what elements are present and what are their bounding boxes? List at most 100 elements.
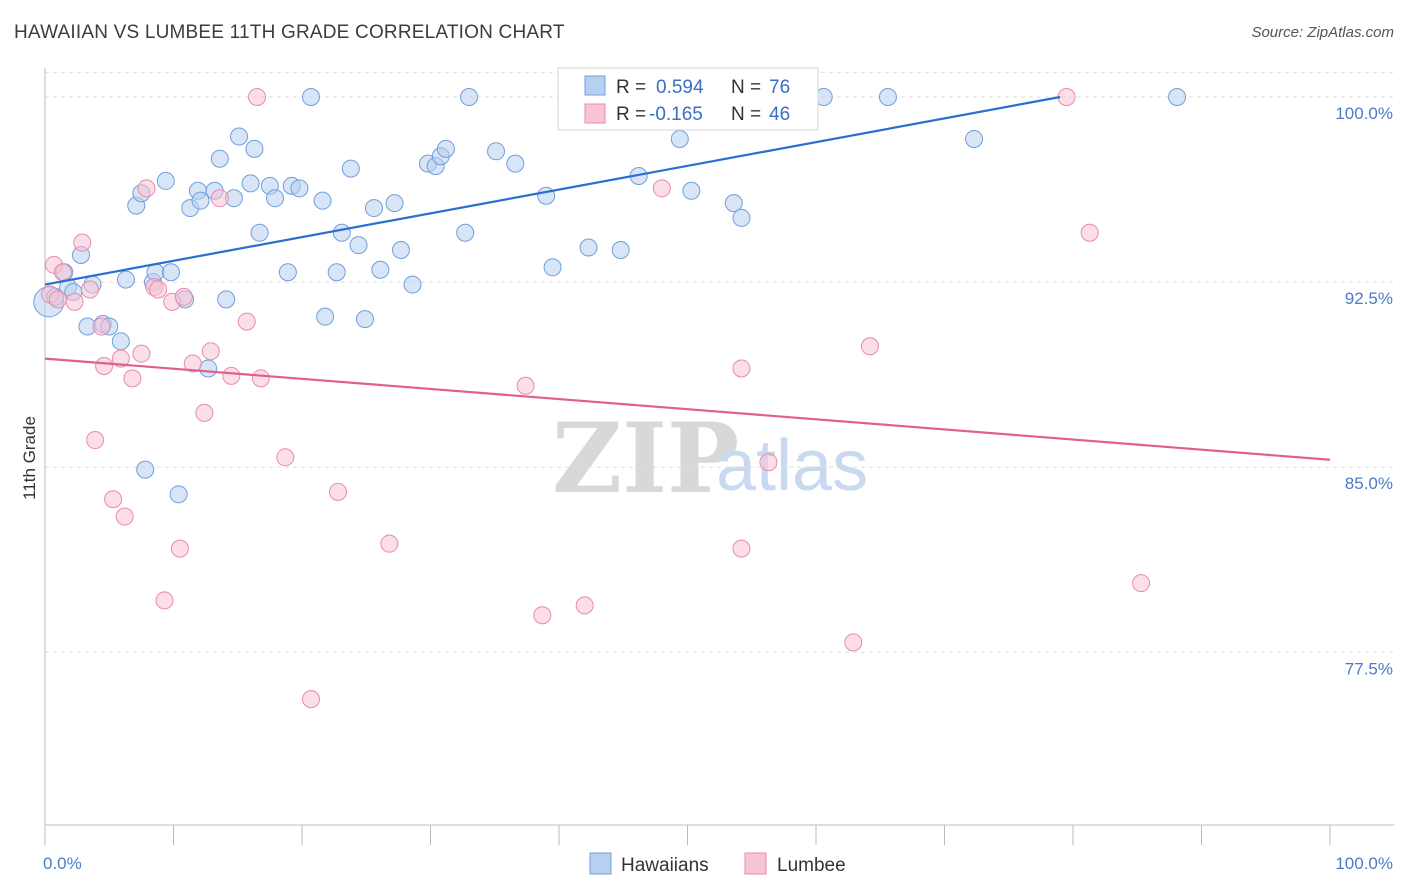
- point-hawaiians: [456, 223, 475, 242]
- legend-r-value-2: -0.165: [649, 104, 703, 125]
- point-lumbee: [210, 189, 229, 208]
- point-hawaiians: [403, 275, 422, 294]
- point-lumbee: [844, 633, 863, 652]
- point-lumbee: [155, 591, 174, 610]
- tick-labels: 77.5% 85.0% 92.5% 100.0% 0.0% 100.0%: [43, 104, 1393, 873]
- point-lumbee: [237, 312, 256, 331]
- point-hawaiians: [391, 241, 410, 260]
- legend-n-label-2: N =: [731, 104, 761, 125]
- point-hawaiians: [116, 270, 135, 289]
- legend-n-value-2: 46: [769, 104, 790, 125]
- point-lumbee: [860, 337, 879, 356]
- bottom-legend-hawaiians: Hawaiians: [621, 855, 709, 876]
- point-lumbee: [111, 349, 130, 368]
- point-hawaiians: [724, 194, 743, 213]
- point-hawaiians: [313, 191, 332, 210]
- point-hawaiians: [579, 238, 598, 257]
- y-tick-label: 85.0%: [1345, 474, 1393, 493]
- point-hawaiians: [199, 359, 218, 378]
- point-lumbee: [201, 342, 220, 361]
- point-hawaiians: [111, 332, 130, 351]
- trendline-hawaiians: [44, 95, 1061, 286]
- point-lumbee: [328, 482, 347, 501]
- point-hawaiians: [355, 310, 374, 329]
- point-lumbee: [65, 292, 84, 311]
- point-hawaiians: [349, 236, 368, 255]
- y-tick-label: 100.0%: [1335, 104, 1393, 123]
- x-tick-label: 0.0%: [43, 854, 82, 873]
- point-hawaiians: [682, 181, 701, 200]
- point-lumbee: [48, 290, 67, 309]
- point-hawaiians: [241, 174, 260, 193]
- point-hawaiians: [341, 159, 360, 178]
- trendline-lumbee: [44, 357, 1331, 461]
- point-lumbee: [248, 88, 267, 107]
- point-lumbee: [251, 369, 270, 388]
- data-points: [33, 88, 1187, 709]
- point-lumbee: [115, 507, 134, 526]
- bottom-legend-swatch-lumbee: [744, 852, 767, 875]
- point-hawaiians: [371, 260, 390, 279]
- point-lumbee: [95, 357, 114, 375]
- point-hawaiians: [210, 149, 229, 168]
- point-hawaiians: [245, 139, 264, 158]
- watermark-atlas: atlas: [716, 426, 868, 506]
- legend-r-label-2: R =: [616, 104, 646, 125]
- point-lumbee: [137, 179, 156, 198]
- point-lumbee: [652, 179, 671, 198]
- point-lumbee: [92, 317, 111, 336]
- point-hawaiians: [965, 129, 984, 148]
- point-hawaiians: [191, 191, 210, 210]
- legend-r-label-1: R =: [616, 77, 646, 98]
- point-lumbee: [53, 263, 72, 282]
- point-lumbee: [123, 369, 142, 388]
- point-lumbee: [104, 490, 123, 509]
- point-lumbee: [1057, 88, 1076, 107]
- trend-lines: [44, 95, 1331, 461]
- point-lumbee: [759, 453, 778, 472]
- point-lumbee: [73, 233, 92, 252]
- point-lumbee: [732, 539, 751, 558]
- point-lumbee: [276, 448, 295, 467]
- point-hawaiians: [230, 127, 249, 146]
- point-lumbee: [183, 354, 202, 373]
- x-tick-label: 100.0%: [1335, 854, 1393, 873]
- point-lumbee: [575, 596, 594, 615]
- point-hawaiians: [266, 189, 285, 208]
- legend-swatch-hawaiians: [584, 75, 606, 96]
- point-lumbee: [301, 690, 320, 709]
- point-hawaiians: [327, 263, 346, 282]
- legend-n-value-1: 76: [769, 77, 790, 98]
- bottom-legend-swatch-hawaiians: [589, 852, 612, 875]
- point-lumbee: [1080, 223, 1099, 242]
- point-hawaiians: [611, 241, 630, 260]
- bottom-legend-lumbee: Lumbee: [777, 855, 846, 876]
- point-hawaiians: [217, 290, 236, 309]
- chart-source: Source: ZipAtlas.com: [1251, 24, 1394, 41]
- point-hawaiians: [161, 263, 180, 282]
- point-hawaiians: [278, 263, 297, 282]
- y-tick-label: 77.5%: [1345, 659, 1393, 678]
- point-lumbee: [149, 280, 168, 299]
- legend-n-label-1: N =: [731, 77, 761, 98]
- point-lumbee: [195, 403, 214, 422]
- point-hawaiians: [732, 208, 751, 227]
- point-lumbee: [1132, 574, 1151, 593]
- point-lumbee: [222, 366, 241, 385]
- point-lumbee: [732, 359, 751, 378]
- point-hawaiians: [385, 194, 404, 213]
- point-lumbee: [170, 539, 189, 558]
- point-hawaiians: [460, 88, 479, 107]
- point-hawaiians: [301, 88, 320, 107]
- point-hawaiians: [316, 307, 335, 326]
- point-lumbee: [516, 376, 535, 395]
- point-lumbee: [86, 431, 105, 450]
- stats-legend: R = 0.594 N = 76 R = -0.165 N = 46: [557, 67, 819, 131]
- point-hawaiians: [156, 171, 175, 190]
- point-hawaiians: [487, 142, 506, 161]
- series-legend: Hawaiians Lumbee: [589, 852, 846, 876]
- point-hawaiians: [436, 139, 455, 158]
- point-hawaiians: [250, 223, 269, 242]
- legend-r-value-1: 0.594: [656, 77, 704, 98]
